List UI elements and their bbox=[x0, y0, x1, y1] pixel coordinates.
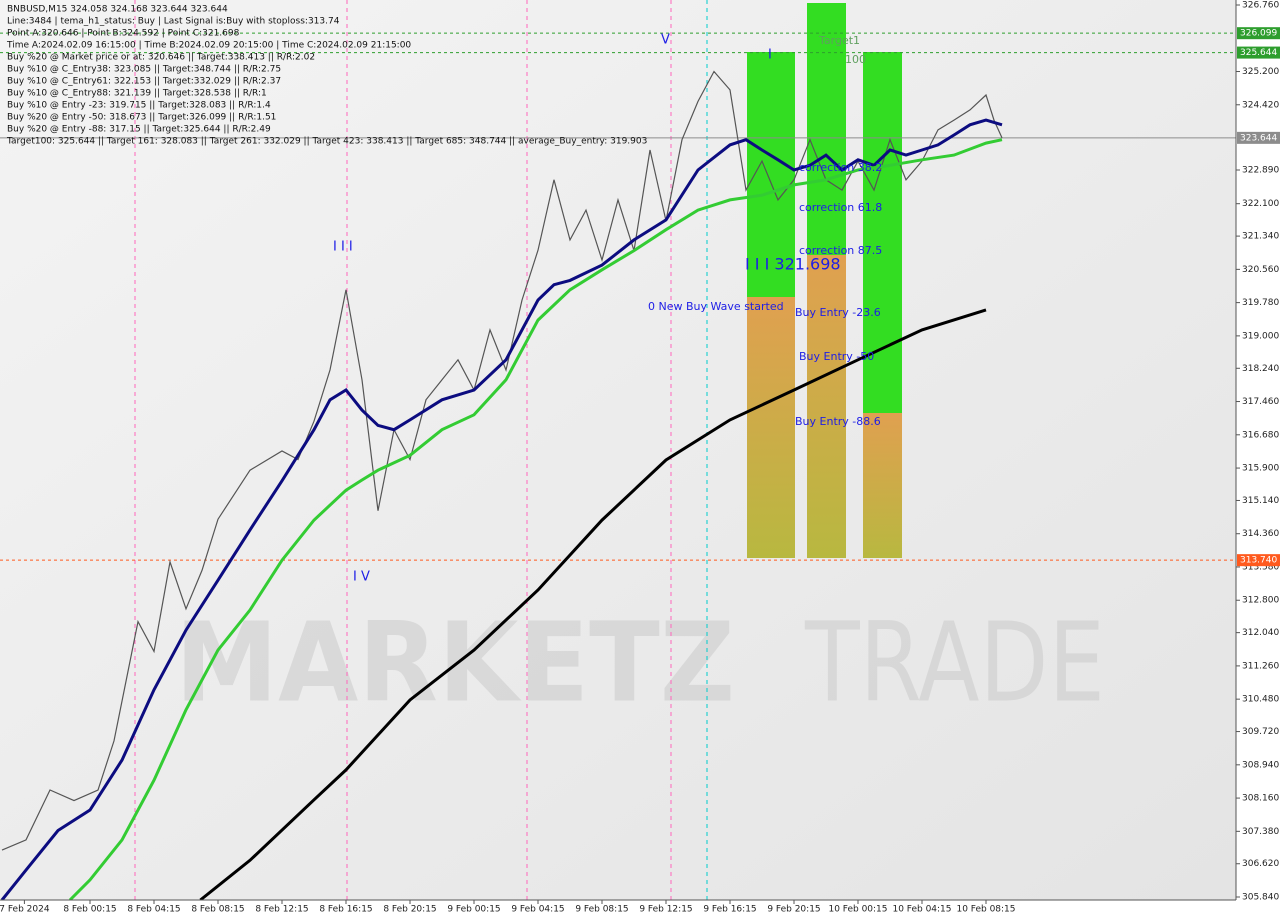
price-marker-label: 323.644 bbox=[1240, 133, 1277, 143]
x-tick-label: 9 Feb 16:15 bbox=[703, 905, 756, 915]
y-tick-label: 314.360 bbox=[1242, 529, 1279, 539]
x-tick-label: 10 Feb 04:15 bbox=[892, 905, 951, 915]
annotation: correction 61.8 bbox=[799, 201, 882, 214]
x-tick-label: 9 Feb 08:15 bbox=[575, 905, 628, 915]
x-tick-label: 8 Feb 20:15 bbox=[383, 905, 436, 915]
annotation: correction 87.5 bbox=[799, 244, 882, 257]
annotation: Buy Entry -88.6 bbox=[795, 415, 881, 428]
x-tick-label: 8 Feb 08:15 bbox=[191, 905, 244, 915]
x-tick-label: 8 Feb 12:15 bbox=[255, 905, 308, 915]
info-line: Buy %20 @ Entry -50: 318.673 || Target:3… bbox=[7, 113, 276, 123]
price-marker bbox=[1237, 131, 1280, 144]
info-line: Buy %10 @ C_Entry38: 323.085 || Target:3… bbox=[7, 65, 281, 75]
info-line: Time A:2024.02.09 16:15:00 | Time B:2024… bbox=[6, 41, 411, 51]
watermark-text: TRADE bbox=[804, 598, 1105, 726]
info-line: BNBUSD,M15 324.058 324.168 323.644 323.6… bbox=[7, 5, 228, 15]
y-tick-label: 315.140 bbox=[1242, 496, 1279, 506]
price-marker-label: 313.740 bbox=[1240, 556, 1277, 566]
x-tick-label: 9 Feb 12:15 bbox=[639, 905, 692, 915]
x-tick-label: 8 Feb 16:15 bbox=[319, 905, 372, 915]
y-tick-label: 320.560 bbox=[1242, 265, 1279, 275]
annotation: V bbox=[661, 33, 670, 48]
zone bbox=[747, 297, 795, 558]
y-tick-label: 310.480 bbox=[1242, 695, 1279, 705]
y-tick-label: 312.800 bbox=[1242, 596, 1279, 606]
y-tick-label: 305.840 bbox=[1242, 893, 1279, 903]
y-tick-label: 311.260 bbox=[1242, 661, 1279, 671]
y-tick-label: 318.240 bbox=[1242, 364, 1279, 374]
info-panel: BNBUSD,M15 324.058 324.168 323.644 323.6… bbox=[6, 5, 647, 147]
annotation: Buy Entry -23.6 bbox=[795, 306, 881, 319]
annotation: Target1 bbox=[818, 34, 860, 47]
info-line: Buy %10 @ C_Entry61: 322.153 || Target:3… bbox=[7, 77, 281, 87]
annotation: correction 38.2 bbox=[799, 161, 882, 174]
info-line: Buy %10 @ Entry -23: 319.715 || Target:3… bbox=[7, 101, 271, 111]
y-tick-label: 309.720 bbox=[1242, 727, 1279, 737]
info-line: Buy %10 @ C_Entry88: 321.139 || Target:3… bbox=[7, 89, 267, 99]
y-tick-label: 312.040 bbox=[1242, 628, 1279, 638]
y-tick-label: 317.460 bbox=[1242, 397, 1279, 407]
time-axis bbox=[0, 900, 1236, 920]
annotation: I I I 321.698 bbox=[745, 255, 841, 274]
watermark: MARKETZ TRADE bbox=[175, 598, 1105, 726]
x-tick-label: 9 Feb 04:15 bbox=[511, 905, 564, 915]
annotation: 100 bbox=[845, 53, 866, 66]
watermark-text: MARKETZ bbox=[175, 598, 735, 726]
info-line: Buy %20 @ Market price or at: 320.646 ||… bbox=[7, 53, 315, 63]
zone bbox=[807, 3, 846, 255]
annotations: Target1 100 I I I 321.698 0 New Buy Wave… bbox=[333, 33, 882, 585]
x-tick-label: 10 Feb 08:15 bbox=[956, 905, 1015, 915]
annotation: 0 New Buy Wave started bbox=[648, 300, 784, 313]
annotation: Buy Entry -50 bbox=[799, 350, 874, 363]
info-line: Buy %20 @ Entry -88: 317.15 || Target:32… bbox=[7, 125, 271, 135]
series-line bbox=[0, 118, 1003, 901]
x-tick-label: 10 Feb 00:15 bbox=[828, 905, 887, 915]
x-tick-label: 8 Feb 00:15 bbox=[63, 905, 116, 915]
y-tick-label: 316.680 bbox=[1242, 430, 1279, 440]
y-tick-label: 308.160 bbox=[1242, 794, 1279, 804]
x-tick-label: 9 Feb 00:15 bbox=[447, 905, 500, 915]
zone bbox=[863, 413, 902, 558]
y-tick-label: 324.420 bbox=[1242, 100, 1279, 110]
price-marker-label: 326.099 bbox=[1240, 29, 1277, 39]
x-tick-label: 9 Feb 20:15 bbox=[767, 905, 820, 915]
y-tick-label: 313.580 bbox=[1242, 562, 1279, 572]
y-tick-label: 319.000 bbox=[1242, 331, 1279, 341]
info-line: Line:3484 | tema_h1_status: Buy | Last S… bbox=[7, 17, 340, 27]
price-marker bbox=[1237, 554, 1280, 567]
annotation: I I I bbox=[333, 240, 353, 255]
y-tick-label: 307.380 bbox=[1242, 827, 1279, 837]
y-tick-label: 322.890 bbox=[1242, 166, 1279, 176]
annotation: I V bbox=[353, 570, 370, 585]
annotation: I bbox=[768, 48, 772, 63]
series-line bbox=[68, 138, 1003, 902]
x-tick-label: 7 Feb 2024 bbox=[0, 905, 50, 915]
y-tick-label: 322.100 bbox=[1242, 199, 1279, 209]
y-tick-label: 321.340 bbox=[1242, 232, 1279, 242]
vertical-lines bbox=[134, 0, 708, 900]
zones bbox=[747, 3, 902, 558]
y-tick-label: 325.200 bbox=[1242, 67, 1279, 77]
series-line bbox=[1, 70, 1003, 851]
zone bbox=[807, 255, 846, 558]
info-line: Point A:320.646 | Point B:324.592 | Poin… bbox=[7, 29, 240, 39]
y-tick-label: 315.900 bbox=[1242, 464, 1279, 474]
plot-background bbox=[0, 0, 1236, 900]
price-axis bbox=[1236, 0, 1280, 920]
price-marker-label: 325.644 bbox=[1240, 48, 1277, 58]
y-tick-label: 319.780 bbox=[1242, 298, 1279, 308]
y-tick-label: 308.940 bbox=[1242, 760, 1279, 770]
price-marker bbox=[1237, 46, 1280, 59]
y-tick-label: 306.620 bbox=[1242, 859, 1279, 869]
info-line: Target100: 325.644 || Target 161: 328.08… bbox=[6, 137, 647, 147]
y-tick-label: 326.760 bbox=[1242, 1, 1279, 11]
price-marker bbox=[1237, 27, 1280, 40]
x-tick-label: 8 Feb 04:15 bbox=[127, 905, 180, 915]
series-line bbox=[199, 308, 987, 902]
